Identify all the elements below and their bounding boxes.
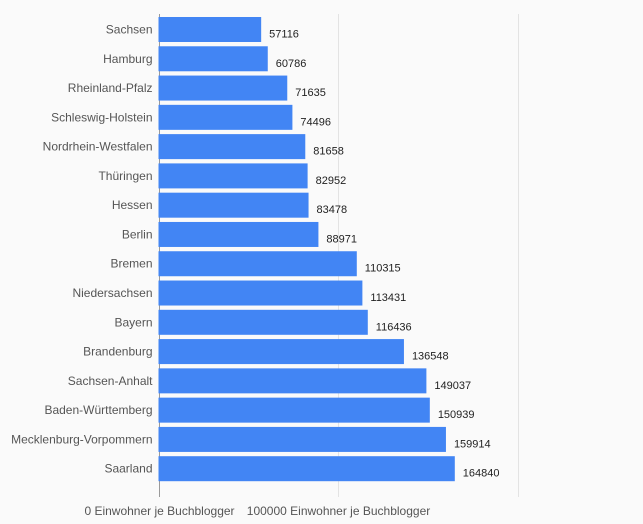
category-label: Rheinland-Pfalz bbox=[68, 81, 153, 95]
value-label: 74496 bbox=[300, 116, 331, 128]
value-label: 71635 bbox=[295, 87, 326, 99]
value-label: 113431 bbox=[370, 292, 406, 304]
value-label: 88971 bbox=[326, 233, 357, 245]
bar-schleswig-holstein bbox=[158, 104, 293, 130]
category-label: Mecklenburg-Vorpommern bbox=[11, 432, 152, 446]
category-label: Nordrhein-Westfalen bbox=[43, 140, 153, 154]
x-tick-label-1: 100000 Einwohner je Buchblogger bbox=[247, 504, 430, 518]
category-label: Sachsen bbox=[106, 23, 153, 37]
category-labels: Sachsen Hamburg Rheinland-Pfalz Schleswig-H… bbox=[11, 23, 153, 476]
bar-bremen bbox=[158, 251, 357, 277]
x-tick-label-0: 0 Einwohner je Buchblogger bbox=[84, 504, 234, 518]
value-label: 116436 bbox=[376, 321, 412, 333]
value-label: 149037 bbox=[434, 380, 471, 392]
category-label: Bayern bbox=[114, 315, 152, 329]
bar-nordrhein-westfalen bbox=[158, 134, 306, 160]
bar-sachsen bbox=[158, 17, 262, 42]
category-label: Niedersachsen bbox=[72, 286, 152, 300]
bar-brandenburg bbox=[158, 339, 404, 365]
category-label: Hessen bbox=[112, 198, 153, 212]
category-label: Schleswig-Holstein bbox=[51, 110, 152, 124]
category-label: Berlin bbox=[122, 227, 153, 241]
value-label: 164840 bbox=[463, 468, 500, 480]
bar-baden-württemberg bbox=[158, 397, 430, 423]
bars bbox=[158, 17, 455, 482]
value-label: 110315 bbox=[365, 263, 401, 275]
bar-hamburg bbox=[158, 46, 268, 72]
bar-rheinland-pfalz bbox=[158, 75, 288, 101]
value-label: 83478 bbox=[317, 204, 348, 216]
x-axis-tick-labels: 0 Einwohner je Buchblogger 100000 Einwohn… bbox=[84, 504, 430, 518]
bar-sachsen-anhalt bbox=[158, 368, 427, 394]
value-label: 136548 bbox=[412, 351, 449, 363]
bar-berlin bbox=[158, 221, 319, 247]
bar-saarland bbox=[158, 456, 455, 482]
value-label: 159914 bbox=[454, 438, 491, 450]
category-label: Thüringen bbox=[98, 169, 152, 183]
bar-bayern bbox=[158, 309, 368, 335]
value-label: 60786 bbox=[276, 58, 307, 70]
category-label: Brandenburg bbox=[83, 345, 152, 359]
value-labels: 57116 60786 71635 74496 81658 82952 83478 88971… bbox=[269, 29, 499, 480]
bar-thüringen bbox=[158, 163, 308, 189]
category-label: Bremen bbox=[110, 257, 152, 271]
category-label: Baden-Württemberg bbox=[44, 403, 152, 417]
bar-mecklenburg-vorpommern bbox=[158, 426, 446, 452]
category-label: Hamburg bbox=[103, 52, 152, 66]
category-label: Saarland bbox=[104, 462, 152, 476]
bar-niedersachsen bbox=[158, 280, 363, 306]
value-label: 57116 bbox=[269, 29, 299, 41]
value-label: 150939 bbox=[438, 409, 475, 421]
category-label: Sachsen-Anhalt bbox=[68, 374, 153, 388]
value-label: 81658 bbox=[313, 146, 344, 158]
bar-hessen bbox=[158, 192, 309, 218]
value-label: 82952 bbox=[316, 175, 347, 187]
